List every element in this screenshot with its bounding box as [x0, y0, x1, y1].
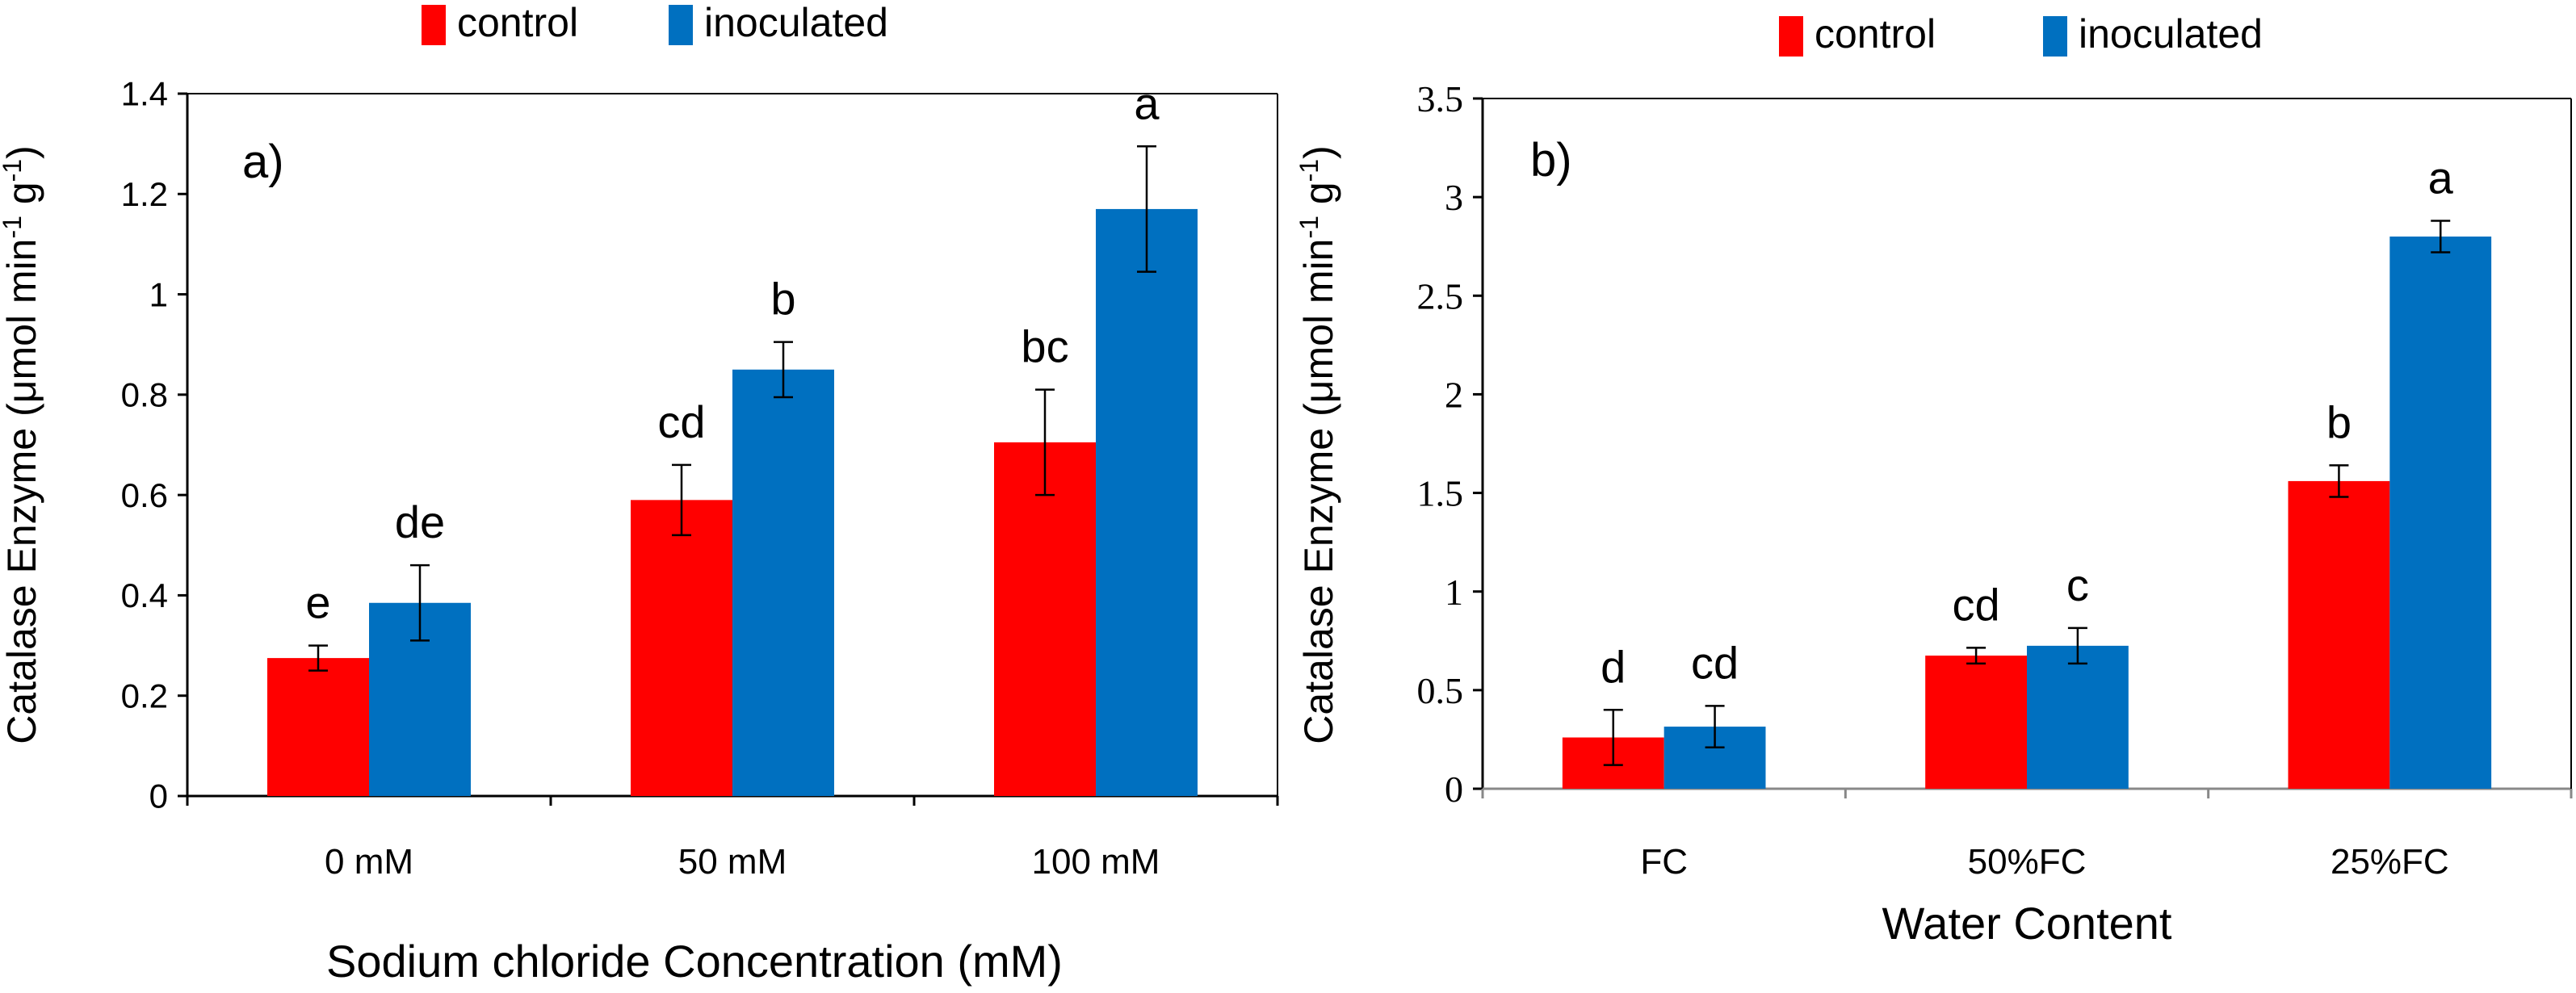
bar-control	[1925, 656, 2027, 789]
bar-control	[267, 658, 369, 796]
legend-swatch-control	[422, 5, 446, 45]
significance-letter: cd	[1953, 579, 2000, 630]
significance-letter: b	[2326, 396, 2352, 447]
panel-label: b)	[1530, 134, 1572, 186]
significance-letter: c	[2066, 559, 2089, 610]
x-axis-title: Sodium chloride Concentration (mM)	[326, 936, 1063, 987]
x-tick-label: 25%FC	[2331, 842, 2449, 882]
y-tick-label: 0	[149, 777, 168, 815]
bar-inoculated	[2389, 237, 2492, 789]
legend: control inoculated	[1779, 11, 2263, 57]
significance-letter: a	[2428, 152, 2454, 203]
y-tick-label: 2	[1445, 375, 1463, 416]
bar-inoculated	[2027, 645, 2129, 789]
y-tick-label: 1.4	[121, 75, 168, 113]
y-tick-label: 0.8	[121, 376, 168, 414]
significance-letter: e	[305, 577, 330, 628]
significance-letter: b	[770, 274, 795, 325]
panel-label: a)	[242, 136, 284, 188]
legend-swatch-control	[1779, 16, 1803, 57]
chart-panel-b: 0 0.5 1 1.5 2 2.5 3 3.5 FC 50%FC 25%FC d cd cd c b a b) co…	[1294, 11, 2573, 949]
legend-swatch-inoculated	[2043, 16, 2067, 57]
legend: control inoculated	[422, 0, 888, 45]
x-tick-label: FC	[1640, 842, 1688, 882]
x-tick-label: 50 mM	[678, 842, 787, 882]
y-tick-label: 0	[1445, 769, 1463, 810]
y-tick-label: 1	[149, 275, 168, 313]
x-tick-label: 0 mM	[325, 842, 413, 882]
bar-control	[994, 442, 1096, 796]
significance-letter: cd	[1691, 637, 1739, 688]
x-tick-label: 100 mM	[1032, 842, 1160, 882]
legend-label-control: control	[1815, 11, 1936, 57]
significance-letter: bc	[1021, 321, 1068, 372]
significance-letter: de	[395, 497, 445, 547]
bar-control	[631, 500, 732, 796]
legend-label-inoculated: inoculated	[704, 0, 888, 45]
y-tick-label: 0.6	[121, 476, 168, 514]
y-tick-label: 1.2	[121, 175, 168, 213]
significance-letter: d	[1601, 641, 1626, 692]
y-tick-label: 3	[1445, 177, 1463, 218]
y-axis-title: Catalase Enzyme (μmol min-1 g-1)	[1294, 145, 1341, 744]
y-tick-label: 1.5	[1417, 473, 1464, 514]
y-axis-title: Catalase Enzyme (μmol min-1 g-1)	[0, 145, 44, 744]
y-tick-label: 0.2	[121, 677, 168, 714]
significance-letter: a	[1134, 78, 1160, 128]
x-tick-label: 50%FC	[1968, 842, 2087, 882]
y-tick-label: 3.5	[1417, 78, 1464, 119]
chart-panel-a: 0 0.2 0.4 0.6 0.8 1 1.2 1.4 0 mM 50 mM 100 mM e de cd…	[0, 0, 1279, 987]
significance-letter: cd	[657, 396, 705, 447]
bar-control	[2288, 480, 2390, 789]
y-tick-label: 0.4	[121, 576, 168, 614]
y-tick-label: 0.5	[1417, 670, 1464, 711]
bar-inoculated	[732, 369, 834, 796]
legend-swatch-inoculated	[669, 5, 693, 45]
x-axis-title: Water Content	[1882, 898, 2172, 949]
y-tick-label: 1	[1445, 572, 1463, 613]
legend-label-control: control	[457, 0, 578, 45]
y-tick-label: 2.5	[1417, 275, 1464, 316]
legend-label-inoculated: inoculated	[2079, 11, 2263, 57]
bar-inoculated	[1096, 208, 1198, 796]
